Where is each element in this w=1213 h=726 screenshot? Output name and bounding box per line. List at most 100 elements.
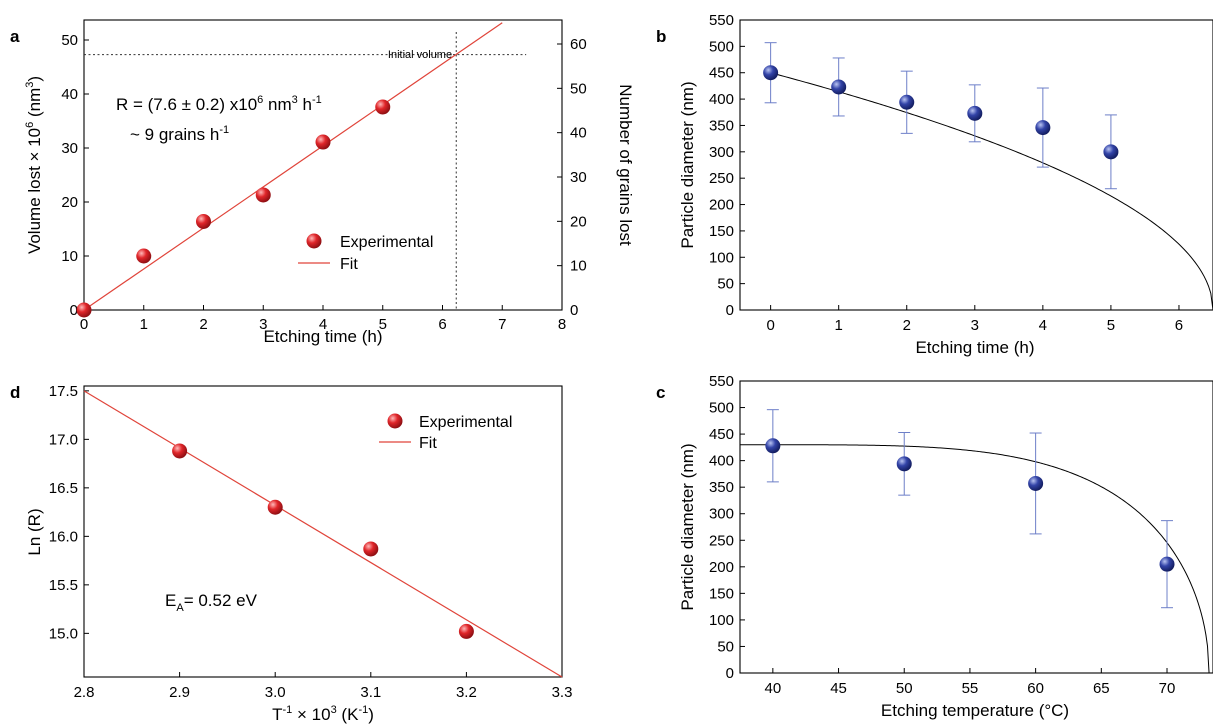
panel-a-y2-tick-label: 0 [570,302,578,319]
panel-d-data-point [172,443,188,459]
panel-c-data-point [1028,475,1044,491]
panel-c-x-tick-label: 60 [1027,680,1044,697]
panel-c-y-tick-label: 350 [709,479,734,496]
panel-d-data-point [458,623,474,639]
panel-b-data-point [1035,120,1051,136]
panel-d-letter: d [10,383,20,402]
panel-a-legend-marker-experimental [306,233,322,249]
panel-d-x-tick-label: 3.0 [265,684,286,701]
panel-a-y2-tick-label: 40 [570,125,587,142]
panel-a-data-point [76,302,92,318]
panel-a-x-tick-label: 4 [319,316,327,333]
panel-a-legend: Experimental Fit [298,233,433,273]
panel-b-x-tick-label: 6 [1175,317,1183,334]
panel-d-arrhenius-chart: d 2.8 2.9 3.0 3.1 3.2 3.3 15.0 15.5 16.0 16.5 17.0… [10,383,572,724]
panel-c-diameter-vs-temperature-chart: c 40 45 50 55 60 65 70 0 50 100 150 200 250 300 350 400… [656,373,1213,720]
panel-b-x-tick-label: 3 [971,317,979,334]
panel-c-y-tick-label: 0 [726,665,734,682]
panel-d-y-tick-label: 15.0 [49,625,78,642]
panel-a-y-tick-label: 40 [61,86,78,103]
panel-c-y-tick-label: 500 [709,400,734,417]
panel-d-y-tick-label: 16.0 [49,528,78,545]
panel-a-rate-annotation: R = (7.6 ± 0.2) x106 nm3 h-1 [116,94,322,114]
panel-a-y2-tick-label: 50 [570,80,587,97]
panel-c-data-point [765,438,781,454]
panel-d-fit-line [83,390,563,678]
panel-b-ticks: 0 1 2 3 4 5 6 0 50 100 150 200 250 300 350 400 450 500 550 [709,12,1183,334]
panel-d-x-tick-label: 2.9 [169,684,190,701]
panel-a-data-point [315,134,331,150]
panel-b-x-tick-label: 1 [835,317,843,334]
panel-c-y-tick-label: 50 [717,638,734,655]
panel-c-y-tick-label: 200 [709,559,734,576]
panel-b-data-point [967,105,983,121]
panel-d-legend: Experimental Fit [379,413,512,452]
panel-d-legend-fit: Fit [419,435,437,452]
panel-c-y-axis-title: Particle diameter (nm) [678,443,697,610]
panel-d-y-axis-title: Ln (R) [25,508,44,555]
panel-b-y-tick-label: 50 [717,276,734,293]
panel-a-x-tick-label: 2 [199,316,207,333]
panel-b-y-tick-label: 250 [709,170,734,187]
panel-a-y-tick-label: 0 [70,302,78,319]
panel-a-y-axis-title: Volume lost × 106 (nm3) [24,76,44,254]
panel-a-x-tick-label: 3 [259,316,267,333]
panel-c-x-tick-label: 65 [1093,680,1110,697]
panel-a-plot-area [76,22,503,318]
panel-b-y-tick-label: 150 [709,223,734,240]
panel-b-y-tick-label: 500 [709,38,734,55]
panel-d-x-tick-label: 3.1 [360,684,381,701]
panel-d-y-tick-label: 15.5 [49,577,78,594]
panel-a-y-tick-label: 30 [61,140,78,157]
panel-b-data-point [1103,144,1119,160]
panel-c-y-tick-label: 150 [709,585,734,602]
panel-d-x-tick-label: 2.8 [74,684,95,701]
panel-a-y-tick-label: 10 [61,248,78,265]
panel-c-y-tick-label: 550 [709,373,734,390]
panel-a-data-point [136,248,152,264]
panel-c-y-tick-label: 100 [709,612,734,629]
panel-c-x-tick-label: 70 [1159,680,1176,697]
panel-d-y-tick-label: 17.0 [49,431,78,448]
panel-b-y-tick-label: 450 [709,65,734,82]
panel-d-ticks: 2.8 2.9 3.0 3.1 3.2 3.3 15.0 15.5 16.0 16.5 17.0 17… [49,383,573,701]
panel-a-letter: a [10,27,20,46]
panel-c-frame [739,380,1213,674]
panel-a-reference-lines [84,32,527,310]
panel-d-legend-marker-experimental [387,413,403,429]
panel-a-x-tick-label: 1 [140,316,148,333]
panel-c-data-point [1159,556,1175,572]
panel-a-fit-line [83,22,503,311]
panel-b-data-point [831,79,847,95]
panel-d-frame [83,385,563,678]
panel-a-data-point [196,213,211,229]
panel-a-x-tick-label: 0 [80,316,88,333]
panel-b-x-tick-label: 5 [1107,317,1115,334]
panel-c-data-point [896,456,912,472]
panel-a-y2-tick-label: 20 [570,213,587,230]
panel-d-y-tick-label: 16.5 [49,480,78,497]
panel-c-x-tick-label: 50 [896,680,913,697]
panel-b-y-axis-title: Particle diameter (nm) [678,81,697,248]
panel-c-y-tick-label: 400 [709,453,734,470]
panel-a-legend-fit: Fit [340,256,358,273]
panel-a-x-tick-label: 7 [498,316,506,333]
panel-a-y2-tick-label: 60 [570,36,587,53]
panel-a-data-point [375,99,391,115]
panel-b-frame [739,19,1213,311]
panel-c-fit-curve [740,444,1210,674]
panel-c-x-tick-label: 45 [830,680,847,697]
panel-a-x-axis-title: Etching time (h) [263,327,382,346]
panel-b-diameter-vs-time-chart: b 0 1 2 3 4 5 6 0 50 100 150 200 250 300 350 400 450 500 5… [656,12,1213,357]
panel-d-data-point [363,541,379,557]
panel-b-fit-curve [770,72,1213,311]
panel-b-y-tick-label: 550 [709,12,734,29]
panel-c-y-tick-label: 250 [709,532,734,549]
panel-a-y2-tick-label: 30 [570,169,587,186]
panel-c-x-axis-title: Etching temperature (°C) [881,701,1069,720]
panel-d-legend-experimental: Experimental [419,414,512,431]
panel-a-initial-volume-label: Initial volume [388,49,452,61]
